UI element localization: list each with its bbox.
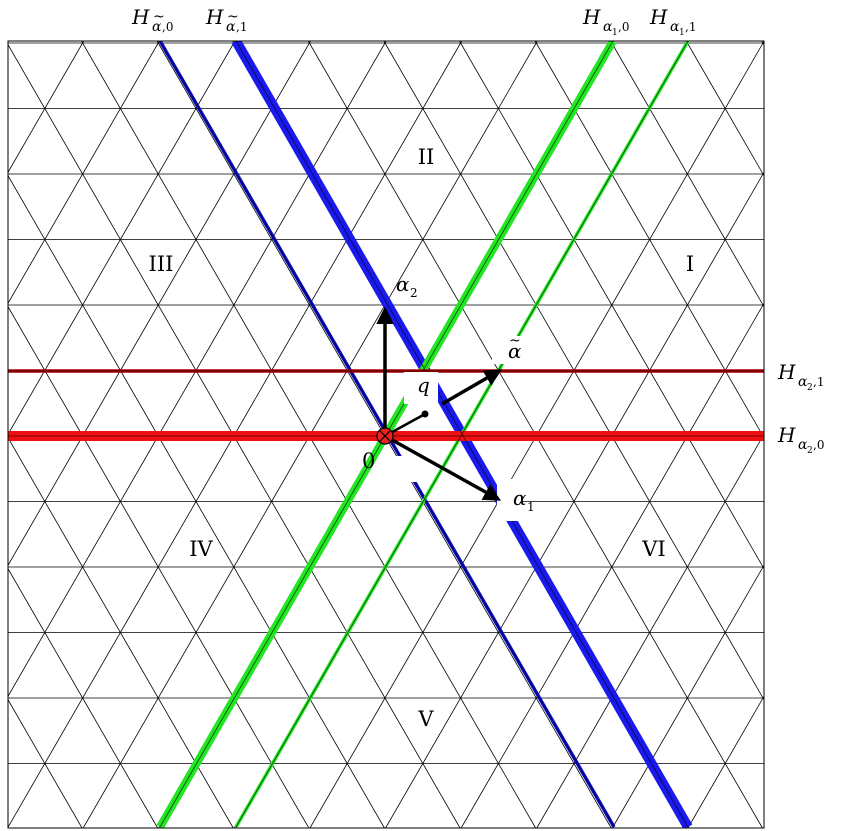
region-label-III: III <box>149 252 174 276</box>
label-alpha-tilde: α ~ <box>508 333 522 363</box>
grid-line <box>8 436 234 828</box>
region-label-VI: VI <box>641 537 665 561</box>
svg-text:H: H <box>649 5 668 29</box>
vector-alpha-tilde <box>441 369 503 406</box>
svg-text:α: α <box>513 486 527 510</box>
grid-line <box>837 41 847 828</box>
svg-text:α: α <box>670 19 680 35</box>
label-h-alpha1-0: H α 1 ,0 <box>582 5 629 38</box>
svg-text:,1: ,1 <box>813 375 824 389</box>
svg-text:H: H <box>777 360 796 384</box>
svg-text:α: α <box>226 19 236 35</box>
svg-text:1: 1 <box>612 28 618 38</box>
svg-text:α: α <box>798 437 808 453</box>
label-h-alpha2-1: H α 2 ,1 <box>777 360 824 393</box>
label-q: q <box>417 373 430 397</box>
label-h-alpha2-0: H α 2 ,0 <box>777 423 824 456</box>
vector-alpha1 <box>384 434 502 501</box>
grid-line <box>761 41 764 46</box>
grid-line <box>685 41 764 177</box>
svg-text:~: ~ <box>227 9 239 25</box>
svg-text:,1: ,1 <box>236 20 247 34</box>
grid-line <box>8 41 9 43</box>
svg-text:α: α <box>798 374 808 390</box>
svg-text:2: 2 <box>807 383 813 393</box>
svg-text:,0: ,0 <box>618 20 629 34</box>
svg-text:H: H <box>582 5 601 29</box>
svg-text:1: 1 <box>679 28 685 38</box>
svg-text:α: α <box>396 272 410 296</box>
grid-line <box>8 41 236 436</box>
origin-label: 0 <box>362 449 375 473</box>
grid-line <box>839 41 847 828</box>
svg-text:,0: ,0 <box>162 20 173 34</box>
region-label-I: I <box>686 252 694 276</box>
region-label-II: II <box>418 145 435 169</box>
svg-text:α: α <box>508 339 522 363</box>
label-alpha2: α 2 <box>396 272 418 300</box>
grid-line <box>8 41 160 305</box>
svg-text:~: ~ <box>509 333 521 349</box>
region-label-IV: IV <box>189 537 213 561</box>
grid-line <box>8 567 158 828</box>
label-alpha1: α 1 <box>513 486 535 514</box>
svg-text:α: α <box>152 19 162 35</box>
svg-text:2: 2 <box>410 286 418 300</box>
svg-text:H: H <box>777 423 796 447</box>
svg-text:H: H <box>205 5 224 29</box>
grid-line <box>610 41 764 308</box>
svg-text:H: H <box>131 5 150 29</box>
grid-line <box>763 826 764 828</box>
region-label-V: V <box>417 707 434 731</box>
label-h-alpha-tilde-1: H α ~ ,1 <box>205 5 247 35</box>
diagram-frame <box>7 40 765 829</box>
svg-text:2: 2 <box>807 446 813 456</box>
q-point <box>421 410 429 418</box>
label-h-alpha-tilde-0: H α ~ ,0 <box>131 5 173 35</box>
svg-text:~: ~ <box>153 9 165 25</box>
svg-text:,0: ,0 <box>813 438 824 452</box>
grid-line <box>0 41 6 828</box>
label-h-alpha1-1: H α 1 ,1 <box>649 5 696 38</box>
svg-text:,1: ,1 <box>685 20 696 34</box>
svg-text:1: 1 <box>527 500 535 514</box>
grid-line <box>612 564 764 828</box>
svg-text:α: α <box>603 19 613 35</box>
